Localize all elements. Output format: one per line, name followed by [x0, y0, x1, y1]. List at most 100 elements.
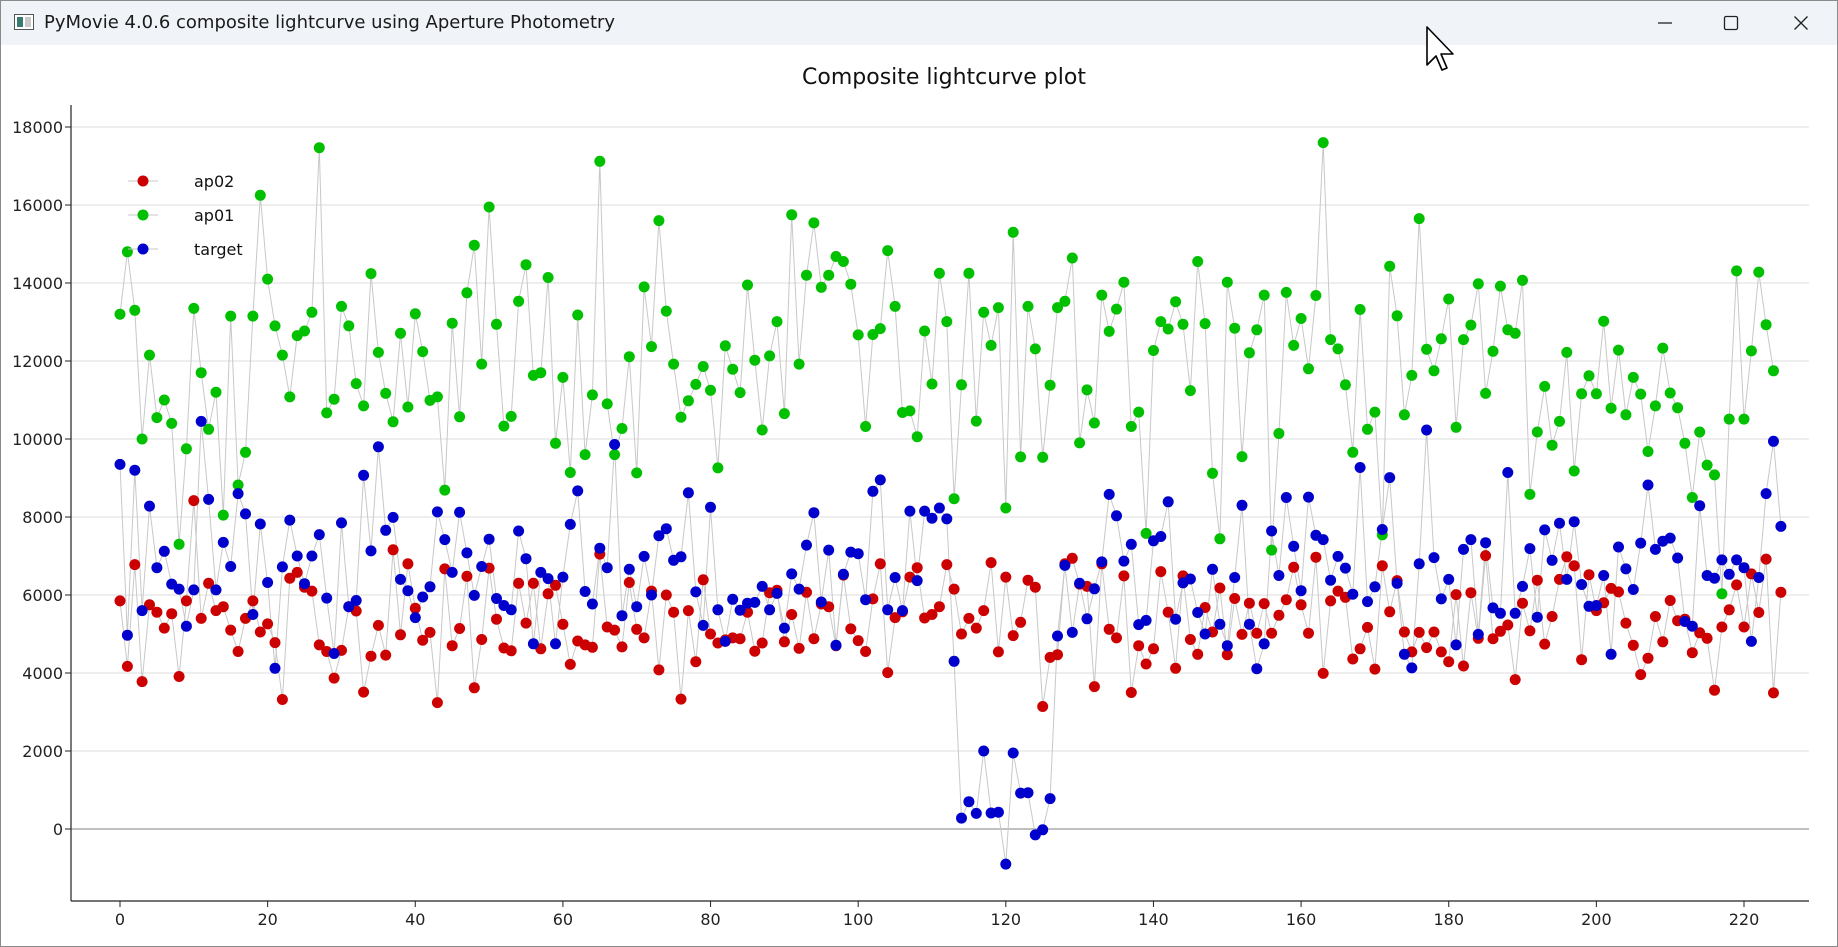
- minimize-button[interactable]: [1631, 1, 1699, 45]
- data-point-ap01: [1088, 417, 1100, 429]
- data-point-ap01: [313, 142, 325, 154]
- data-point-ap01: [1052, 302, 1063, 314]
- data-point-ap02: [1288, 561, 1300, 573]
- data-point-ap02: [1701, 632, 1713, 644]
- data-point-ap01: [136, 433, 148, 445]
- data-point-ap01: [668, 358, 680, 370]
- data-point-ap02: [1568, 560, 1580, 572]
- data-point-ap01: [1642, 446, 1654, 457]
- data-point-target: [254, 518, 266, 530]
- data-point-ap01: [491, 318, 502, 330]
- data-point-ap01: [793, 358, 805, 370]
- data-point-target: [1111, 510, 1122, 522]
- data-point-ap01: [992, 302, 1004, 314]
- data-point-ap02: [1066, 552, 1078, 564]
- data-point-ap02: [1709, 684, 1720, 696]
- data-point-target: [129, 464, 141, 476]
- data-point-ap02: [468, 682, 480, 694]
- data-point-ap02: [1502, 619, 1514, 631]
- data-point-ap01: [1288, 339, 1300, 351]
- x-tick-label: 220: [1729, 910, 1760, 929]
- data-point-ap01: [1273, 428, 1285, 439]
- close-button[interactable]: [1767, 1, 1835, 45]
- data-point-ap01: [1111, 303, 1122, 315]
- data-point-ap01: [682, 395, 694, 407]
- data-point-ap02: [491, 613, 502, 625]
- y-tick-label: 10000: [12, 430, 63, 449]
- data-point-target: [343, 601, 355, 613]
- data-point-target: [1686, 620, 1698, 632]
- data-point-ap01: [978, 306, 990, 318]
- title-bar[interactable]: PyMovie 4.0.6 composite lightcurve using…: [1, 1, 1837, 45]
- lightcurve-plot[interactable]: Composite lightcurve plot020004000600080…: [1, 45, 1837, 945]
- data-point-target: [933, 502, 945, 514]
- data-point-target: [114, 458, 126, 470]
- data-point-target: [1347, 588, 1359, 600]
- data-point-target: [764, 604, 776, 616]
- data-point-target: [1398, 648, 1410, 660]
- data-point-target: [823, 544, 835, 556]
- data-point-target: [262, 577, 274, 588]
- data-point-ap01: [631, 467, 643, 479]
- data-point-ap01: [1066, 252, 1078, 264]
- data-point-ap01: [1332, 343, 1344, 355]
- data-point-target: [1480, 537, 1492, 549]
- data-point-ap01: [1605, 402, 1617, 414]
- data-point-target: [1303, 491, 1314, 503]
- data-point-target: [527, 638, 539, 650]
- data-point-target: [1096, 556, 1108, 568]
- data-point-target: [1738, 562, 1750, 574]
- data-point-ap01: [513, 295, 525, 307]
- data-point-ap02: [564, 658, 576, 670]
- data-point-target: [1162, 496, 1174, 508]
- data-point-ap02: [1494, 625, 1506, 637]
- data-point-target: [1332, 550, 1344, 562]
- data-point-target: [978, 745, 990, 757]
- data-point-ap02: [992, 646, 1004, 658]
- data-point-ap01: [1081, 384, 1093, 396]
- data-point-target: [1295, 585, 1307, 597]
- data-point-ap01: [778, 408, 790, 420]
- data-point-target: [992, 806, 1004, 818]
- data-point-target: [1694, 500, 1706, 512]
- maximize-button[interactable]: [1697, 1, 1765, 45]
- data-point-ap01: [623, 351, 635, 363]
- data-point-ap01: [269, 320, 281, 332]
- data-point-ap02: [1635, 669, 1647, 681]
- data-point-ap01: [1435, 333, 1447, 345]
- data-point-ap02: [417, 634, 429, 646]
- data-point-target: [675, 551, 687, 563]
- data-point-ap01: [321, 407, 333, 419]
- data-point-target: [926, 512, 938, 524]
- data-point-target: [948, 655, 960, 667]
- data-point-ap02: [631, 623, 643, 635]
- data-point-ap01: [299, 325, 310, 337]
- data-point-ap02: [1140, 658, 1152, 670]
- data-point-target: [1170, 613, 1182, 625]
- data-point-ap01: [963, 267, 975, 279]
- data-point-ap01: [166, 417, 178, 429]
- data-point-target: [1266, 525, 1278, 537]
- data-point-target: [1605, 648, 1617, 660]
- data-point-ap02: [1524, 625, 1536, 637]
- data-point-ap02: [1435, 646, 1447, 658]
- data-point-target: [601, 562, 613, 574]
- data-point-target: [217, 536, 229, 548]
- data-point-ap02: [985, 557, 997, 569]
- data-point-ap02: [387, 544, 399, 556]
- data-point-target: [1354, 462, 1366, 473]
- data-point-ap02: [1310, 551, 1322, 563]
- data-point-ap02: [653, 664, 665, 676]
- data-point-ap01: [646, 341, 657, 353]
- data-point-target: [1258, 638, 1270, 650]
- data-point-target: [1406, 662, 1418, 674]
- data-point-target: [1199, 628, 1211, 640]
- data-point-ap01: [217, 509, 229, 521]
- data-point-ap02: [697, 574, 709, 586]
- data-point-ap02: [542, 588, 554, 600]
- data-point-target: [1066, 626, 1078, 638]
- data-point-target: [1531, 611, 1543, 623]
- data-point-ap01: [1561, 346, 1573, 358]
- data-point-ap01: [690, 378, 702, 390]
- data-point-ap02: [956, 628, 967, 640]
